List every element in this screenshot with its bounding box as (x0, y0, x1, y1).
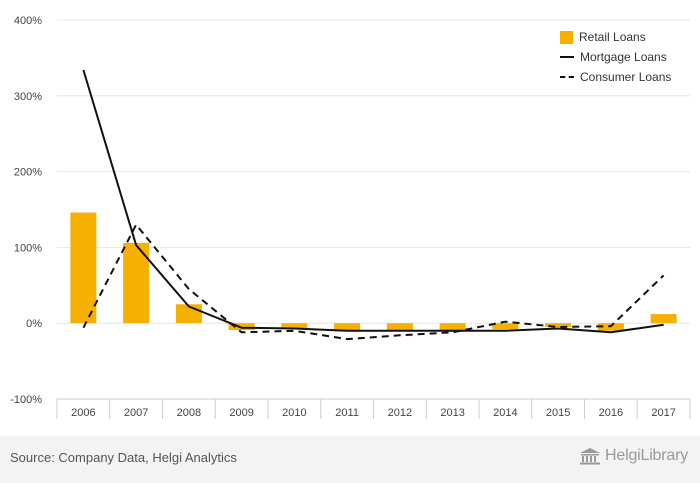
x-tick-label: 2007 (124, 407, 148, 419)
x-tick-label: 2012 (388, 407, 412, 419)
bar (70, 212, 97, 324)
x-tick-label: 2010 (282, 407, 306, 419)
legend-label-mortgage-loans: Mortgage Loans (580, 50, 667, 64)
y-tick-label: 300% (14, 91, 42, 103)
bar (492, 323, 519, 330)
legend-swatch-retail-loans (560, 30, 573, 44)
bar (439, 323, 466, 331)
x-tick-label: 2014 (493, 407, 517, 419)
bars-retail-loans (70, 212, 677, 332)
x-tick-label: 2013 (440, 407, 464, 419)
bar (386, 323, 413, 331)
bar (650, 314, 677, 324)
legend-label-retail-loans: Retail Loans (579, 30, 646, 44)
legend-item-mortgage-loans: Mortgage Loans (560, 47, 671, 67)
legend: Retail Loans Mortgage Loans Consumer Loa… (560, 27, 671, 87)
brand-name: HelgiLibrary (605, 447, 688, 464)
lines (82, 69, 665, 341)
y-tick-label: -100% (10, 394, 42, 406)
x-tick-label: 2011 (335, 407, 359, 419)
x-axis: 2006 2007 2008 2009 2010 2011 2012 2013 2014 2015… (56, 398, 691, 419)
legend-label-consumer-loans: Consumer Loans (580, 70, 672, 84)
series-line-consumer-loans (82, 223, 665, 341)
x-tick-label: 2008 (177, 407, 201, 419)
x-tick-label: 2009 (229, 407, 253, 419)
x-tick-label: 2017 (651, 407, 675, 419)
x-tick-label: 2016 (599, 407, 623, 419)
series-line-mortgage-loans (82, 69, 664, 334)
y-tick-label: 100% (14, 242, 42, 254)
x-tick-label: 2015 (546, 407, 570, 419)
legend-line-mortgage-loans (560, 56, 574, 58)
y-tick-label: 0% (26, 318, 42, 330)
legend-item-consumer-loans: Consumer Loans (560, 67, 671, 87)
chart-plot: -100% 0% 100% 200% 300% 400% 2006 2007 2008 2009… (10, 15, 691, 419)
bar (281, 323, 308, 329)
source-note: Source: Company Data, Helgi Analytics (10, 450, 237, 465)
y-tick-label: 200% (14, 167, 42, 179)
bar (545, 323, 572, 327)
legend-line-consumer-loans (560, 76, 574, 78)
library-building-icon (580, 448, 601, 465)
bar (334, 323, 361, 332)
y-axis-tick-labels: -100% 0% 100% 200% 300% 400% (10, 15, 42, 406)
x-tick-label: 2006 (71, 407, 95, 419)
bar (228, 323, 255, 331)
legend-item-retail-loans: Retail Loans (560, 27, 671, 47)
y-tick-label: 400% (14, 15, 42, 27)
brand-logo[interactable]: HelgiLibrary (579, 447, 688, 465)
